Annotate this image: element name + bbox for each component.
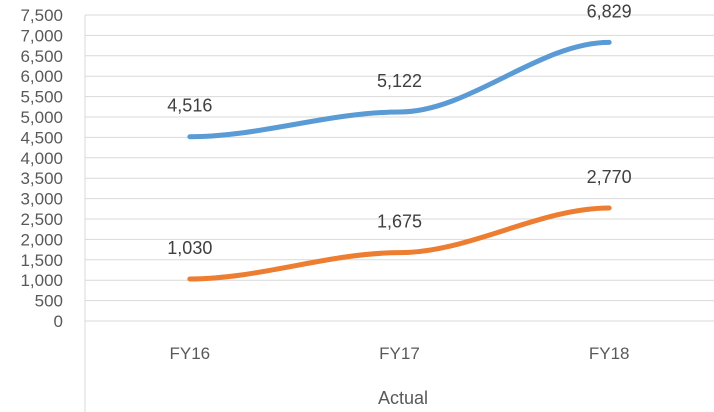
y-tick-label: 6,500 — [20, 47, 63, 66]
x-tick-label: FY16 — [170, 344, 211, 363]
x-group-label: Actual — [378, 388, 428, 408]
y-tick-label: 7,000 — [20, 26, 63, 45]
data-label: 2,770 — [587, 167, 632, 187]
x-tick-label: FY17 — [379, 344, 420, 363]
data-label: 6,829 — [587, 1, 632, 21]
y-tick-label: 3,000 — [20, 190, 63, 209]
y-tick-label: 500 — [35, 292, 63, 311]
y-tick-label: 7,500 — [20, 6, 63, 25]
data-label: 1,030 — [167, 238, 212, 258]
x-tick-labels: FY16 FY17 FY18 — [170, 344, 630, 363]
y-tick-label: 4,000 — [20, 149, 63, 168]
y-tick-label: 5,000 — [20, 108, 63, 127]
series-line-1 — [187, 39, 612, 140]
data-label: 4,516 — [167, 96, 212, 116]
data-label: 5,122 — [377, 71, 422, 91]
axes — [84, 15, 714, 412]
y-tick-label: 5,500 — [20, 88, 63, 107]
y-tick-label: 0 — [54, 312, 63, 331]
data-labels: 4,516 5,122 6,829 1,030 1,675 2,770 — [167, 1, 631, 258]
series-line-2 — [187, 205, 612, 282]
x-tick-label: FY18 — [589, 344, 630, 363]
y-tick-label: 6,000 — [20, 67, 63, 86]
y-tick-label: 1,000 — [20, 271, 63, 290]
data-label: 1,675 — [377, 212, 422, 232]
y-tick-label: 2,000 — [20, 230, 63, 249]
gridlines — [85, 14, 714, 302]
y-tick-label: 1,500 — [20, 251, 63, 270]
y-tick-label: 3,500 — [20, 169, 63, 188]
y-tick-label: 4,500 — [20, 128, 63, 147]
y-tick-label: 2,500 — [20, 210, 63, 229]
series-lines — [187, 39, 612, 282]
